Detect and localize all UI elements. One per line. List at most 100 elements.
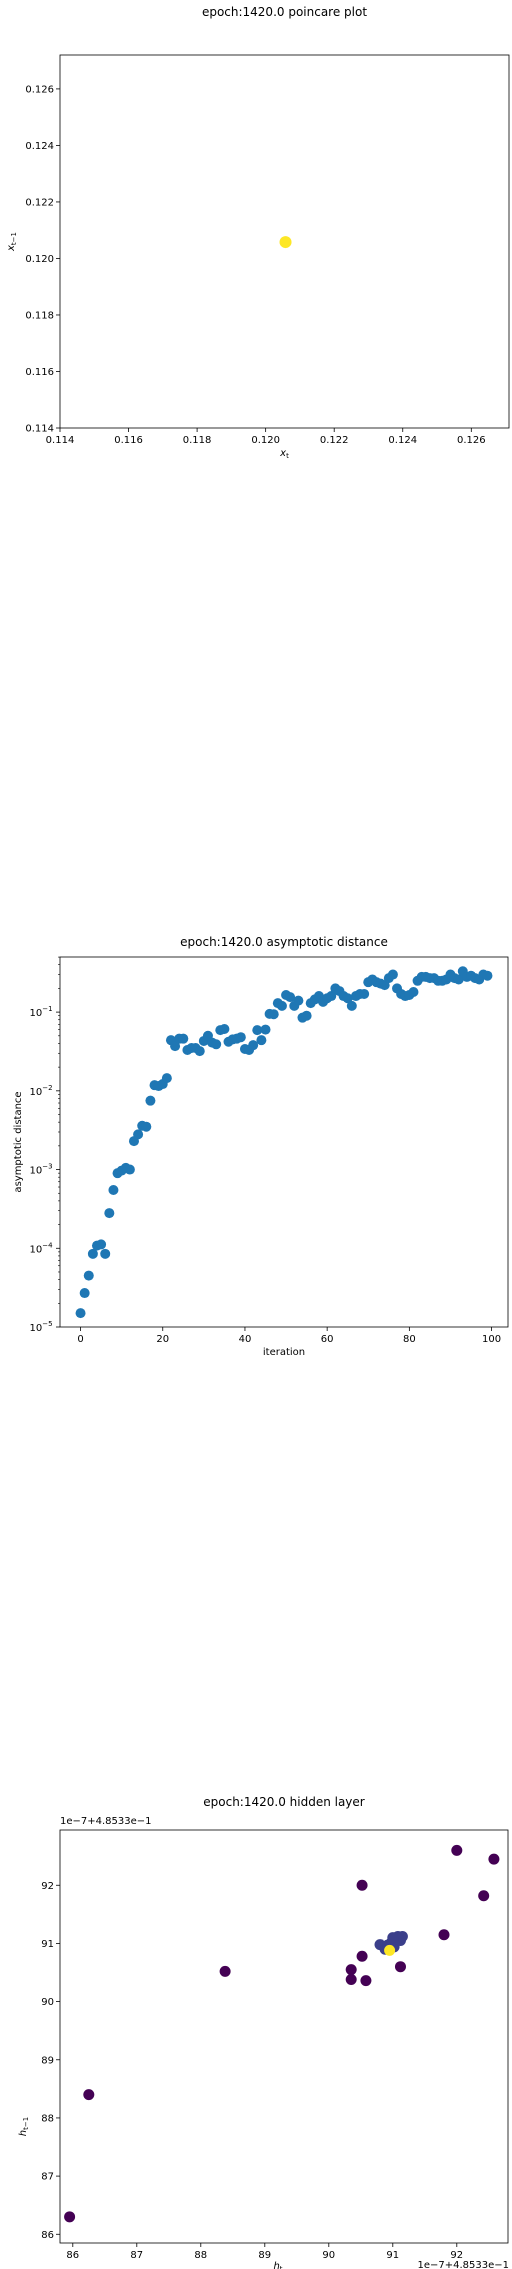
data-point	[161, 1073, 172, 1084]
plot-frame	[59, 956, 509, 1328]
data-point	[194, 1046, 205, 1057]
y-tick-label: 0.114	[25, 424, 54, 435]
x-tick-label: 0.124	[388, 435, 417, 446]
data-point	[145, 1095, 156, 1106]
data-point	[451, 1844, 463, 1856]
y-tick-label: 0.118	[25, 310, 54, 321]
x-tick-label: 86	[66, 2250, 79, 2261]
data-point	[408, 987, 419, 998]
data-point	[453, 974, 464, 985]
y-tick-label: 88	[41, 2113, 54, 2124]
data-point	[124, 1164, 135, 1175]
y-offset-text: 1e−7+4.8533e−1	[60, 1816, 152, 1827]
data-point	[438, 1929, 450, 1941]
data-point	[100, 1248, 111, 1259]
data-point	[285, 992, 296, 1003]
data-point	[235, 1032, 246, 1043]
x-tick-label: 90	[322, 2250, 335, 2261]
x-tick-label: 0.122	[320, 435, 349, 446]
y-tick-label: 0.116	[25, 367, 54, 378]
data-point	[83, 1270, 94, 1281]
y-tick-label: 90	[41, 1997, 54, 2008]
x-tick-label: 91	[386, 2250, 399, 2261]
data-point	[346, 1000, 357, 1011]
x-tick-label: 80	[403, 1334, 416, 1345]
data-point	[342, 993, 353, 1004]
data-point	[170, 1041, 181, 1052]
x-tick-label: 0.118	[183, 435, 212, 446]
data-point	[394, 1961, 406, 1973]
data-point	[219, 1965, 231, 1977]
data-point	[384, 1944, 396, 1956]
x-tick-label: 0.120	[251, 435, 280, 446]
data-point	[79, 1288, 90, 1299]
y-tick-label: 91	[41, 1939, 54, 1950]
x-tick-label: 60	[321, 1334, 334, 1345]
data-point	[345, 1973, 357, 1985]
data-point	[75, 1308, 86, 1319]
data-point	[96, 1239, 107, 1250]
x-offset-text: 1e−7+4.8533e−1	[417, 2260, 509, 2269]
data-point	[178, 1033, 189, 1044]
data-point	[326, 991, 337, 1002]
data-point	[359, 988, 370, 999]
y-axis-label: xt−1	[6, 232, 18, 252]
data-point	[276, 1000, 287, 1011]
y-tick-label: 0.124	[25, 141, 54, 152]
data-point	[219, 1024, 230, 1035]
y-tick-label: 86	[41, 2230, 54, 2241]
data-point	[488, 1853, 500, 1865]
x-tick-label: 87	[130, 2250, 143, 2261]
y-tick-label: 87	[41, 2172, 54, 2183]
x-tick-label: 0.126	[457, 435, 486, 446]
data-point	[260, 1024, 271, 1035]
chart-title: epoch:1420.0 poincare plot	[202, 5, 367, 19]
data-point	[248, 1040, 259, 1051]
data-point	[356, 1879, 368, 1891]
data-point	[268, 1009, 279, 1020]
data-point	[104, 1208, 115, 1219]
y-tick-label: 10−3	[29, 1163, 52, 1177]
data-point	[252, 1025, 263, 1036]
data-point	[360, 1975, 372, 1987]
data-point	[108, 1184, 119, 1195]
y-tick-label: 10−5	[29, 1320, 52, 1334]
data-point	[356, 1950, 368, 1962]
x-axis-label: xt	[279, 448, 289, 460]
y-tick-label: 0.120	[25, 254, 54, 265]
data-point	[478, 1890, 490, 1902]
asymptotic-distance-chart: epoch:1420.0 asymptotic distance 0 20 40 60 8…	[13, 935, 509, 1358]
data-point	[279, 236, 292, 249]
plot-frame	[59, 1829, 509, 2244]
chart-title: epoch:1420.0 asymptotic distance	[180, 935, 388, 949]
plot-frame	[59, 54, 510, 429]
data-point	[87, 1248, 98, 1259]
data-point	[211, 1039, 222, 1050]
y-tick-label: 89	[41, 2055, 54, 2066]
y-axis-label: ht−1	[18, 2117, 30, 2136]
y-axis-label: asymptotic distance	[13, 1091, 24, 1192]
x-tick-label: 20	[156, 1334, 169, 1345]
y-tick-label: 10−4	[29, 1241, 53, 1255]
x-axis-label: ht	[273, 2261, 282, 2269]
data-point	[482, 970, 493, 981]
y-tick-label: 0.126	[25, 84, 54, 95]
x-tick-label: 92	[450, 2250, 463, 2261]
y-tick-label: 10−1	[29, 1005, 52, 1019]
x-tick-label: 100	[482, 1334, 501, 1345]
y-tick-label: 10−2	[29, 1084, 52, 1098]
y-tick-label: 92	[41, 1881, 54, 1892]
data-point	[301, 1010, 312, 1021]
x-tick-label: 0.116	[114, 435, 143, 446]
data-point	[387, 1932, 399, 1944]
poincare-plot-chart: epoch:1420.0 poincare plot 0.114 0.116 0.11…	[6, 5, 510, 460]
y-tick-label: 0.122	[25, 197, 54, 208]
data-point	[256, 1035, 267, 1046]
data-point	[387, 969, 398, 980]
x-tick-label: 40	[239, 1334, 252, 1345]
data-point	[64, 2211, 76, 2223]
data-point	[345, 1964, 357, 1976]
data-point	[141, 1121, 152, 1132]
x-tick-label: 0	[77, 1334, 83, 1345]
data-point	[83, 2089, 95, 2101]
